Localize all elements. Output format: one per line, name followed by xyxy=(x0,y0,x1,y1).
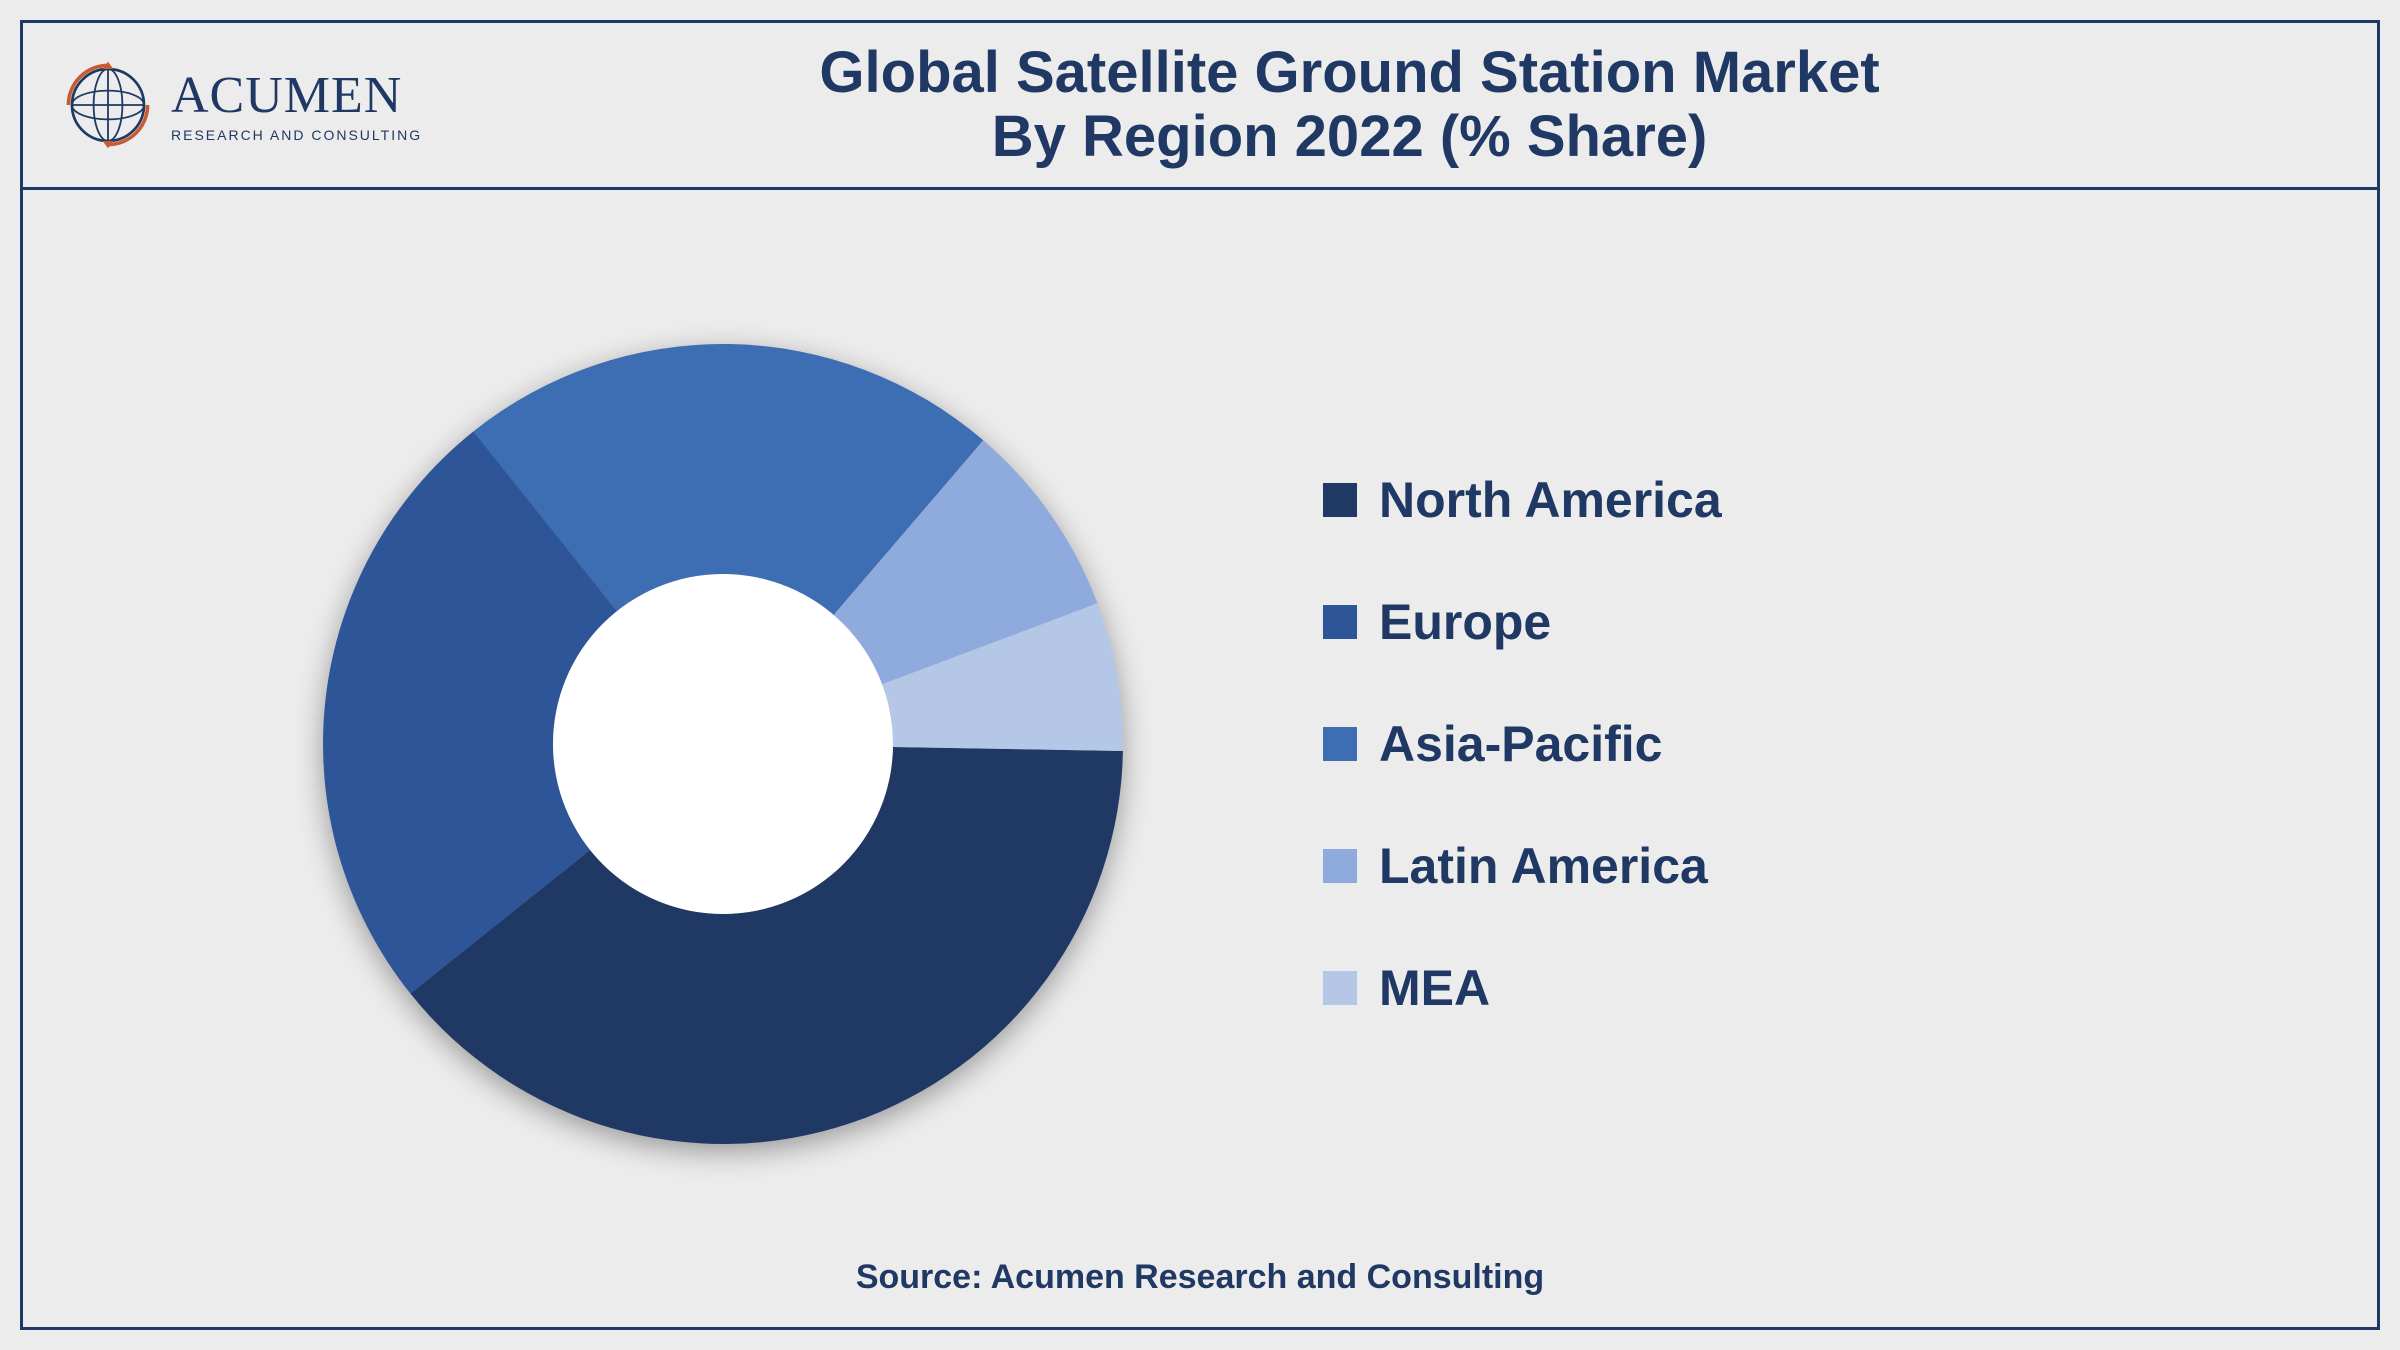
legend-swatch xyxy=(1323,727,1357,761)
legend: North America Europe Asia-Pacific Latin Ame… xyxy=(1323,471,1722,1017)
donut-hole xyxy=(553,574,893,914)
legend-swatch xyxy=(1323,483,1357,517)
title-line-1: Global Satellite Ground Station Market xyxy=(482,41,2217,105)
donut-chart xyxy=(283,304,1163,1184)
logo: ACUMEN RESEARCH AND CONSULTING xyxy=(63,60,422,150)
source-text: Source: Acumen Research and Consulting xyxy=(103,1258,2297,1297)
logo-text: ACUMEN RESEARCH AND CONSULTING xyxy=(171,66,422,143)
chart-row: North America Europe Asia-Pacific Latin Ame… xyxy=(103,250,2297,1238)
legend-item: North America xyxy=(1323,471,1722,529)
chart-body: North America Europe Asia-Pacific Latin Ame… xyxy=(20,190,2380,1330)
legend-label: North America xyxy=(1379,471,1722,529)
legend-swatch xyxy=(1323,849,1357,883)
legend-item: Latin America xyxy=(1323,837,1722,895)
legend-label: Asia-Pacific xyxy=(1379,715,1662,773)
globe-icon xyxy=(63,60,153,150)
legend-swatch xyxy=(1323,971,1357,1005)
legend-label: Latin America xyxy=(1379,837,1708,895)
legend-label: MEA xyxy=(1379,959,1490,1017)
chart-title: Global Satellite Ground Station Market B… xyxy=(482,41,2337,169)
legend-item: Europe xyxy=(1323,593,1722,651)
header-bar: ACUMEN RESEARCH AND CONSULTING Global Sa… xyxy=(20,20,2380,190)
legend-item: MEA xyxy=(1323,959,1722,1017)
legend-item: Asia-Pacific xyxy=(1323,715,1722,773)
infographic-container: ACUMEN RESEARCH AND CONSULTING Global Sa… xyxy=(20,20,2380,1330)
legend-swatch xyxy=(1323,605,1357,639)
title-line-2: By Region 2022 (% Share) xyxy=(482,105,2217,169)
logo-brand: ACUMEN xyxy=(171,66,422,125)
logo-tagline: RESEARCH AND CONSULTING xyxy=(171,127,422,143)
legend-label: Europe xyxy=(1379,593,1551,651)
